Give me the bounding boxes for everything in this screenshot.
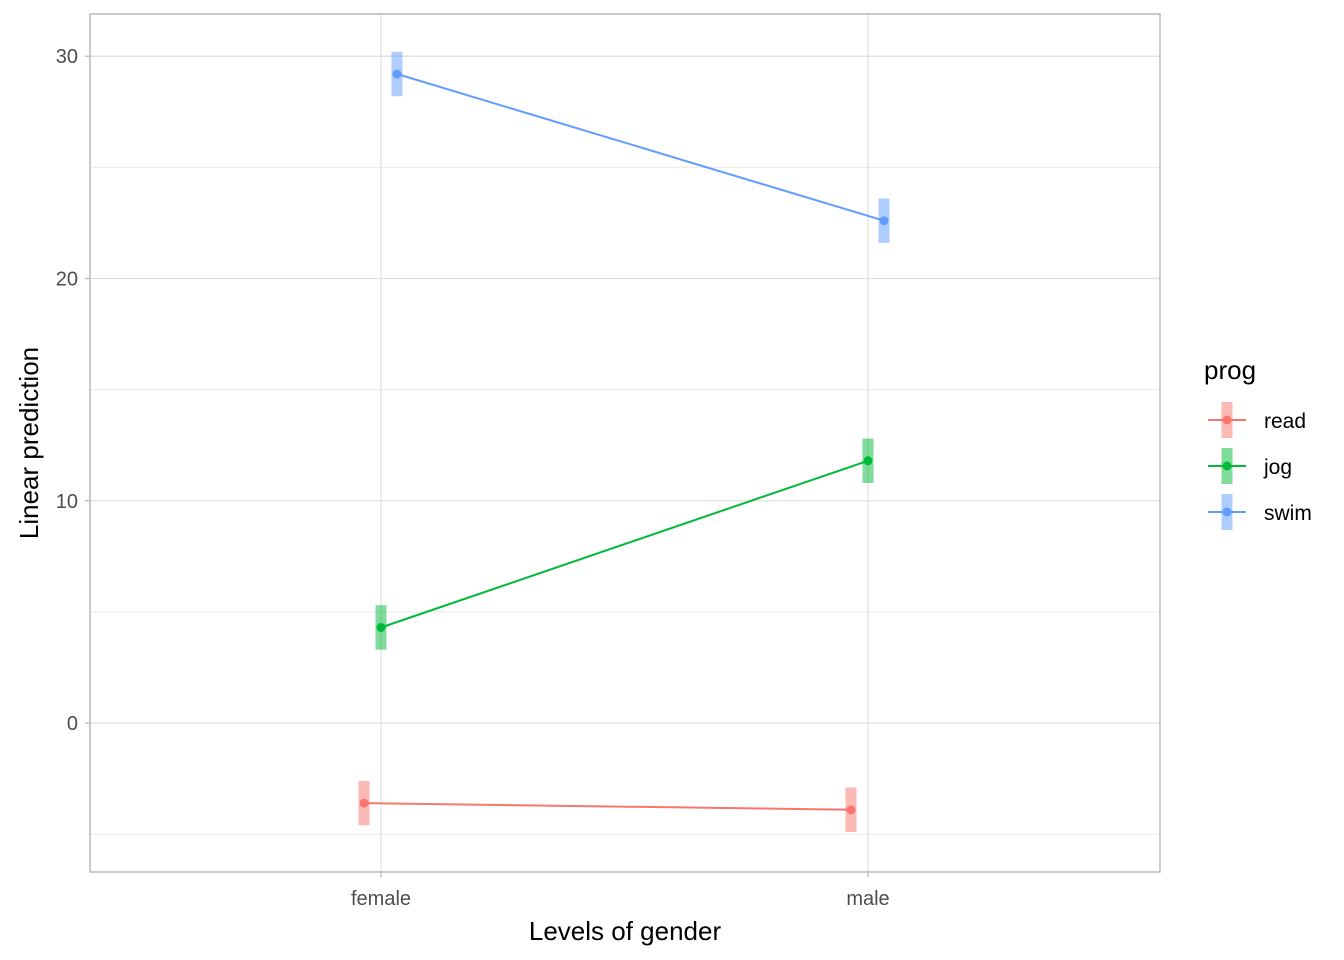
series-line-jog [380, 459, 869, 629]
legend-label: swim [1264, 502, 1312, 525]
x-axis-ticks: female male [351, 872, 890, 910]
legend-title: prog [1204, 355, 1256, 385]
series-jog [375, 438, 874, 650]
x-axis-title: Levels of gender [529, 916, 722, 946]
data-point-read [359, 798, 369, 808]
y-axis-ticks: 0 10 20 30 [56, 46, 90, 735]
series-swim [391, 51, 890, 243]
series-line-read [363, 802, 852, 811]
y-tick-label: 30 [56, 46, 78, 68]
data-point-swim [879, 216, 889, 226]
legend-item-read: read [1208, 402, 1306, 438]
data-point-swim [392, 69, 402, 79]
series-read [358, 780, 857, 832]
series-layer [358, 51, 890, 832]
y-tick-label: 10 [56, 491, 78, 513]
legend-item-swim: swim [1208, 494, 1312, 530]
legend-label: read [1264, 410, 1306, 433]
series-line-swim [396, 73, 885, 222]
data-point-jog [376, 622, 386, 632]
y-axis-title: Linear prediction [14, 347, 44, 539]
x-tick-label: male [846, 888, 889, 910]
legend: prog read jog swim [1204, 355, 1312, 530]
data-point-read [846, 805, 856, 815]
legend-key-point [1222, 461, 1232, 471]
panel-border [89, 13, 1161, 873]
y-tick-label: 20 [56, 269, 78, 291]
y-tick-label: 0 [67, 713, 78, 735]
legend-key-point [1222, 415, 1232, 425]
legend-label: jog [1263, 456, 1292, 479]
panel-background [90, 14, 1160, 872]
legend-item-jog: jog [1208, 448, 1292, 484]
data-point-jog [863, 456, 873, 466]
x-tick-label: female [351, 888, 411, 910]
grid-minor [90, 166, 1160, 835]
legend-key-point [1222, 507, 1232, 517]
legend-keys: read jog swim [1208, 402, 1312, 530]
